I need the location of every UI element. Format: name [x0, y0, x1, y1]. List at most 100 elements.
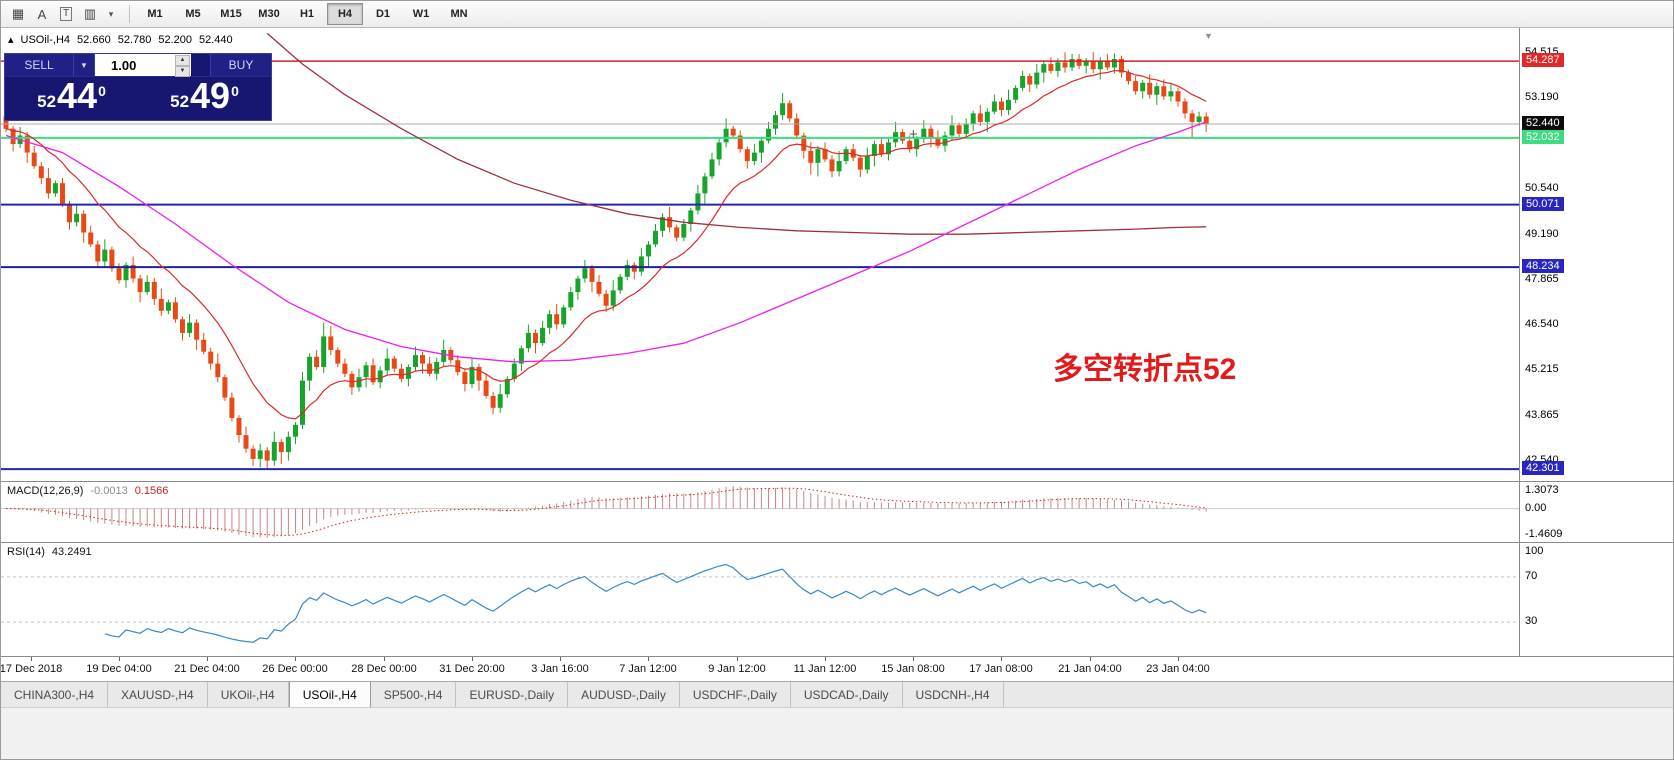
volume-increase-button[interactable]: ▲: [175, 55, 190, 66]
candlestick-chart[interactable]: [1, 28, 1519, 481]
chart-tab[interactable]: EURUSD-,Daily: [456, 682, 569, 707]
sell-price[interactable]: 52 44 0: [5, 75, 138, 117]
timeframe-button-mn[interactable]: MN: [450, 8, 468, 20]
price-badge: 48.234: [1522, 259, 1564, 274]
time-axis-tick: [560, 657, 561, 661]
price-axis-tick: 53.190: [1525, 91, 1559, 104]
price-badge: 50.071: [1522, 196, 1564, 211]
chart-tab[interactable]: USDCHF-,Daily: [679, 682, 791, 707]
chart-tab[interactable]: UKOil-,H4: [207, 682, 289, 707]
text-tool-glyph: T: [59, 7, 73, 21]
volume-decrease-button[interactable]: ▼: [175, 66, 190, 77]
buy-price-sup: 0: [231, 82, 239, 99]
chart-objects-icon[interactable]: ▥: [83, 6, 97, 21]
volume-dropdown-button[interactable]: ▼: [74, 54, 95, 76]
time-axis-tick: [295, 657, 296, 661]
time-axis-label: 3 Jan 16:00: [531, 663, 589, 675]
dropdown-chevron-icon[interactable]: ▾: [108, 8, 114, 19]
chart-text-annotation[interactable]: 多空转折点52: [1053, 353, 1237, 386]
main-chart-row: ▴ USOil-,H4 52.660 52.780 52.200 52.440 SELL …: [1, 28, 1673, 482]
chart-tab[interactable]: USDCNH-,H4: [902, 682, 1004, 707]
time-axis-label: 21 Jan 04:00: [1058, 663, 1122, 675]
rsi-level-label: 70: [1525, 569, 1538, 582]
macd-signal-value: 0.1566: [134, 485, 169, 497]
chart-tab[interactable]: SP500-,H4: [370, 682, 457, 707]
timeframe-button-h1[interactable]: H1: [299, 8, 315, 20]
timeframe-button-w1[interactable]: W1: [412, 8, 430, 20]
rsi-value: 43.2491: [51, 546, 92, 558]
time-axis-tick: [1001, 657, 1002, 661]
chart-tab[interactable]: XAUUSD-,H4: [108, 682, 208, 707]
text-tool-icon[interactable]: T: [55, 4, 77, 25]
price-badge: 54.287: [1522, 53, 1564, 68]
buy-price-base: 52: [170, 91, 190, 111]
timeframe-button-m1[interactable]: M1: [147, 8, 163, 20]
time-axis-label: 19 Dec 04:00: [86, 663, 152, 675]
price-axis-tick: 45.215: [1525, 362, 1559, 375]
price-axis-tick: 43.865: [1525, 408, 1559, 421]
time-axis-label: 21 Dec 04:00: [174, 663, 240, 675]
panel-toggle-icon[interactable]: ▴: [8, 34, 14, 46]
macd-scale-max: 1.3073: [1525, 484, 1559, 496]
timeframe-button-m15[interactable]: M15: [220, 8, 242, 20]
time-axis-tick: [913, 657, 914, 661]
timeframe-button-m5[interactable]: M5: [185, 8, 201, 20]
one-click-trading-panel: SELL ▼ 1.00 ▲ ▼ BUY 52 44 0: [4, 53, 272, 121]
price-axis[interactable]: 54.51553.19050.54049.19047.86546.54045.2…: [1519, 28, 1673, 481]
macd-plot[interactable]: MACD(12,26,9) -0.0013 0.1566: [1, 482, 1519, 542]
chart-tabbar: CHINA300-,H4 XAUUSD-,H4 UKOil-,H4 USOil-,H4…: [1, 681, 1673, 707]
price-axis-tick: 47.865: [1525, 272, 1559, 285]
volume-input[interactable]: 1.00 ▲ ▼: [95, 54, 191, 77]
time-axis-tick: [384, 657, 385, 661]
price-badge: 42.301: [1522, 461, 1564, 476]
sell-price-big: 44: [57, 75, 98, 117]
macd-chart[interactable]: [1, 482, 1519, 542]
timeframe-button-h4[interactable]: H4: [327, 3, 363, 25]
ohlc-close: 52.440: [199, 34, 233, 46]
rsi-label: RSI(14) 43.2491: [7, 546, 99, 558]
macd-axis[interactable]: 1.3073 0.00 -1.4609: [1519, 482, 1673, 542]
rsi-title: RSI(14): [7, 546, 45, 558]
ohlc-open: 52.660: [77, 34, 111, 46]
timeframe-button-m30[interactable]: M30: [258, 8, 280, 20]
rsi-chart[interactable]: [1, 543, 1519, 656]
ohlc-high: 52.780: [117, 34, 152, 46]
time-axis[interactable]: 17 Dec 2018 19 Dec 04:00 21 Dec 04:00 26 De…: [1, 657, 1673, 681]
time-axis-tick: [207, 657, 208, 661]
grid-templates-icon[interactable]: ▦: [11, 6, 25, 21]
price-axis-tick: 49.190: [1525, 227, 1559, 240]
price-badge: 52.440: [1522, 115, 1564, 130]
rsi-level-label: 30: [1525, 615, 1538, 628]
time-axis-label: 23 Jan 04:00: [1146, 663, 1210, 675]
time-axis-label: 11 Jan 12:00: [793, 663, 857, 675]
macd-row: MACD(12,26,9) -0.0013 0.1566 1.3073 0.00 -…: [1, 482, 1673, 543]
crosshair-cursor: +: [909, 126, 918, 143]
time-axis-label: 7 Jan 12:00: [619, 663, 677, 675]
price-shift-marker-icon[interactable]: ▼: [1204, 31, 1213, 41]
sell-button[interactable]: SELL: [5, 54, 74, 76]
macd-label: MACD(12,26,9) -0.0013 0.1566: [7, 485, 175, 497]
chart-symbol-label: USOil-,H4: [20, 34, 71, 46]
chart-tab[interactable]: AUDUSD-,Daily: [568, 682, 680, 707]
buy-price-big: 49: [190, 75, 231, 117]
chart-tab[interactable]: CHINA300-,H4: [1, 682, 109, 707]
price-axis-tick: 46.540: [1525, 317, 1559, 330]
toolbar-separator: [129, 5, 130, 23]
time-axis-tick: [825, 657, 826, 661]
timeframe-button-d1[interactable]: D1: [375, 8, 391, 20]
macd-scale-zero: 0.00: [1525, 501, 1547, 514]
volume-value: 1.00: [111, 57, 137, 73]
chart-tab[interactable]: USOil-,H4: [288, 682, 371, 707]
rsi-plot[interactable]: RSI(14) 43.2491: [1, 543, 1519, 656]
buy-button[interactable]: BUY: [210, 54, 271, 76]
buy-price[interactable]: 52 49 0: [138, 75, 271, 117]
text-label-icon[interactable]: A: [37, 6, 47, 22]
chevron-down-icon: ▼: [80, 60, 88, 70]
rsi-axis[interactable]: 100 70 30: [1519, 543, 1673, 656]
chart-tab[interactable]: USDCAD-,Daily: [790, 682, 903, 707]
main-chart-plot[interactable]: ▴ USOil-,H4 52.660 52.780 52.200 52.440 SELL …: [1, 28, 1519, 481]
time-axis-label: 31 Dec 20:00: [439, 663, 505, 675]
rsi-scale-100: 100: [1525, 545, 1544, 557]
price-badge: 52.032: [1522, 129, 1564, 144]
